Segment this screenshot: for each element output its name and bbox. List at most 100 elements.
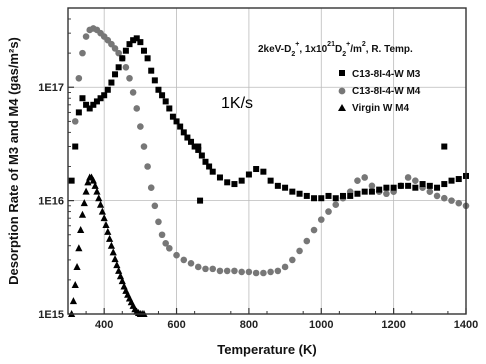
m4-point (111, 45, 119, 52)
cond-part-1: 2keV-D (258, 44, 291, 55)
x-tick-label: 600 (167, 319, 185, 331)
m3-point (354, 190, 361, 197)
virgin-point (77, 226, 85, 234)
legend-label-m4: C13-8I-4-W M4 (352, 86, 421, 97)
legend-label-m3: C13-8I-4-W M3 (352, 69, 421, 80)
m4-point (137, 123, 144, 130)
m4-point (267, 268, 274, 276)
y-axis-title: Desorption Rate of M3 and M4 (gas/m²s) (6, 37, 21, 285)
m3-point (303, 192, 310, 199)
virgin-point (69, 297, 78, 305)
legend-label-virgin: Virgin W M4 (352, 103, 409, 114)
m4-point (354, 177, 361, 184)
m3-point (177, 123, 184, 130)
m3-point (119, 55, 126, 62)
m3-point (148, 67, 155, 74)
virgin-point (98, 207, 106, 215)
m3-point (122, 47, 129, 54)
virgin-point (115, 266, 123, 274)
m4-point (79, 49, 86, 57)
cond-sup-3: + (346, 41, 350, 48)
m3-point (68, 177, 75, 184)
m3-point (93, 98, 100, 105)
m4-point (173, 251, 180, 259)
m4-point (317, 216, 325, 223)
m4-point (122, 63, 130, 71)
m4-point (82, 33, 90, 40)
y-tick-label: 1E17 (38, 82, 64, 94)
x-tick-label: 1400 (454, 319, 478, 331)
m4-point (368, 182, 376, 190)
m3-point (383, 184, 390, 191)
virgin-point (104, 227, 112, 235)
m3-point (376, 186, 383, 193)
x-axis-title: Temperature (K) (217, 342, 316, 357)
virgin-point (113, 261, 121, 269)
m4-point (147, 184, 155, 192)
m3-point (441, 143, 448, 150)
m3-point (130, 37, 137, 44)
m3-point (202, 158, 209, 165)
m3-point (101, 92, 108, 99)
m3-point (184, 134, 191, 141)
y-tick-label: 1E16 (38, 196, 64, 208)
y-tick-label: 1E15 (38, 309, 64, 321)
legend-marker-m3 (339, 70, 345, 76)
m3-point (195, 143, 202, 150)
m4-point (158, 231, 166, 239)
m3-point (140, 47, 147, 54)
virgin-point (80, 199, 88, 207)
m4-point (194, 263, 202, 271)
x-tick-label: 1000 (309, 319, 333, 331)
m3-point (72, 143, 79, 150)
m3-point (347, 192, 354, 199)
m4-point (260, 269, 267, 277)
m3-point (144, 55, 151, 62)
m3-point (260, 168, 267, 175)
x-tick-label: 400 (95, 319, 113, 331)
m4-point (75, 74, 83, 82)
cond-sub-1: 2 (291, 51, 295, 58)
m3-point (339, 192, 346, 199)
virgin-point (109, 248, 117, 256)
m3-point (126, 41, 133, 48)
m3-point (448, 177, 455, 184)
legend: C13-8I-4-W M3 C13-8I-4-W M4 Virgin W M4 (338, 69, 421, 114)
m4-point (383, 190, 390, 198)
m4-point (433, 192, 441, 200)
virgin-point (93, 187, 101, 195)
m4-point (180, 256, 188, 264)
virgin-point (106, 234, 114, 242)
m3-point (191, 143, 198, 150)
m4-point (303, 237, 311, 245)
m3-point (397, 182, 404, 189)
m3-point (159, 92, 166, 99)
experiment-conditions-label: 2keV-D2+, 1x1021D2+/m2, R. Temp. (258, 41, 413, 58)
series-layer (68, 25, 470, 317)
virgin-point (91, 181, 99, 189)
m3-point (133, 35, 140, 42)
m3-point (97, 95, 104, 102)
m3-point (83, 101, 90, 108)
m4-point (245, 268, 253, 276)
m4-point (252, 269, 260, 277)
virgin-point (84, 178, 92, 186)
m4-point (296, 247, 303, 255)
m3-point (267, 177, 274, 184)
m3-point (318, 195, 325, 202)
m4-point (223, 267, 231, 275)
m4-point (144, 163, 151, 170)
cond-part-2: , 1x10 (299, 44, 327, 55)
m4-point (238, 268, 245, 276)
m4-point (274, 267, 282, 275)
m3-point (197, 197, 204, 204)
m3-point (405, 182, 412, 189)
m4-point (404, 174, 412, 181)
m3-point (426, 182, 433, 189)
m4-point (166, 244, 173, 252)
m3-point (206, 163, 213, 170)
m3-point (151, 77, 158, 84)
m3-point (245, 171, 252, 178)
m3-point (390, 184, 397, 191)
m3-point (311, 195, 318, 202)
